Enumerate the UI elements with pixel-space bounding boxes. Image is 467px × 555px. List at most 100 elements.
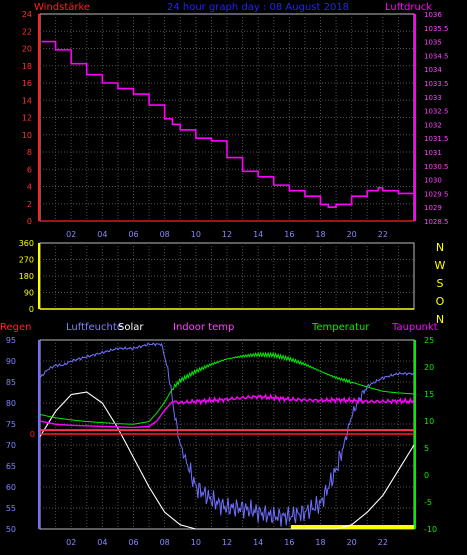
pressure-tick-label: 1032 <box>424 121 442 129</box>
pressure-tick-label: 1032.5 <box>424 108 449 116</box>
temperature-tick-label: 10 <box>424 417 434 426</box>
solar-series-line <box>39 391 415 530</box>
humidity-series-line <box>39 342 415 527</box>
chart-labels: 0246810121416182022241028.510291029.5103… <box>0 2 449 547</box>
chart-marks <box>39 40 415 530</box>
direction-tick-label: 0 <box>29 305 34 314</box>
wind-tick-label: 2 <box>27 200 32 209</box>
pressure-tick-label: 1035.5 <box>424 25 449 33</box>
wind-tick-label: 10 <box>22 131 32 140</box>
legend-item: Taupunkt <box>391 322 438 333</box>
humidity-tick-label: 50 <box>6 525 16 534</box>
x-tick-label: 08 <box>160 230 170 239</box>
x-tick-label: 06 <box>128 538 138 547</box>
temperature-tick-label: 20 <box>424 363 434 372</box>
humidity-tick-label: 95 <box>6 336 16 345</box>
wind-tick-label: 16 <box>22 79 32 88</box>
x-tick-label: 18 <box>315 538 325 547</box>
pressure-tick-label: 1028.5 <box>424 218 449 226</box>
x-tick-label: 20 <box>347 230 357 239</box>
direction-letter: O <box>436 295 445 308</box>
pressure-tick-label: 1033 <box>424 94 442 102</box>
direction-tick-label: 180 <box>19 272 34 281</box>
direction-letter: S <box>437 277 444 290</box>
x-tick-label: 08 <box>160 538 170 547</box>
graph-title: 24 hour graph day : 08 August 2018 <box>167 2 349 13</box>
x-tick-label: 04 <box>97 230 107 239</box>
pressure-chart-grid <box>38 13 416 222</box>
temperature-tick-label: -5 <box>424 498 432 507</box>
x-tick-label: 22 <box>378 230 388 239</box>
wind-tick-label: 6 <box>27 165 32 174</box>
x-tick-label: 20 <box>347 538 357 547</box>
x-tick-label: 02 <box>66 230 76 239</box>
temperature-tick-label: 5 <box>424 444 429 453</box>
wind-tick-label: 20 <box>22 45 32 54</box>
humidity-tick-label: 90 <box>6 357 16 366</box>
pressure-tick-label: 1029.5 <box>424 190 449 198</box>
pressure-tick-label: 1034.5 <box>424 52 449 60</box>
x-tick-label: 10 <box>191 230 201 239</box>
temperature-tick-label: 0 <box>424 471 429 480</box>
wind-tick-label: 12 <box>22 114 32 123</box>
wind-tick-label: 4 <box>27 183 32 192</box>
pressure-tick-label: 1030.5 <box>424 163 449 171</box>
pressure-tick-label: 1034 <box>424 66 442 74</box>
x-tick-label: 10 <box>191 538 201 547</box>
x-tick-label: 18 <box>315 230 325 239</box>
humidity-tick-label: 75 <box>6 420 16 429</box>
humidity-tick-label: 65 <box>6 462 16 471</box>
pressure-tick-label: 1035 <box>424 39 442 47</box>
legend-item: Regen <box>0 322 32 333</box>
wind-tick-label: 24 <box>22 10 32 19</box>
pressure-tick-label: 1031.5 <box>424 135 449 143</box>
pressure-tick-label: 1029 <box>424 204 442 212</box>
sun-indicator-bar <box>290 525 414 529</box>
legend-item: Indoor temp <box>173 322 234 333</box>
direction-tick-label: 90 <box>24 289 34 298</box>
temperature-series-line <box>39 351 415 425</box>
temperature-tick-label: 15 <box>424 390 434 399</box>
direction-letter: N <box>436 313 444 326</box>
humidity-tick-label: 60 <box>6 483 16 492</box>
x-tick-label: 12 <box>222 538 232 547</box>
pressure-tick-label: 1031 <box>424 149 442 157</box>
legend-item: Temperatur <box>311 322 370 333</box>
x-tick-label: 16 <box>284 538 294 547</box>
direction-tick-label: 270 <box>19 256 34 265</box>
x-tick-label: 14 <box>253 230 263 239</box>
direction-chart-grid <box>38 242 415 310</box>
humidity-tick-label: 85 <box>6 378 16 387</box>
legend-item: Solar <box>118 322 144 333</box>
direction-tick-label: 360 <box>19 239 34 248</box>
x-tick-label: 04 <box>97 538 107 547</box>
humidity-tick-label: 70 <box>6 441 16 450</box>
wind-tick-label: 14 <box>22 96 32 105</box>
wind-tick-label: 18 <box>22 62 32 71</box>
wind-tick-label: 0 <box>27 217 32 226</box>
direction-letter: N <box>436 241 444 254</box>
pressure-series-line <box>41 40 415 208</box>
legend-item: Luftfeuchte <box>66 322 123 333</box>
wind-axis-label: Windstärke <box>34 2 90 13</box>
x-tick-label: 06 <box>128 230 138 239</box>
x-tick-label: 02 <box>66 538 76 547</box>
dewpoint-series-line <box>39 393 415 429</box>
x-tick-label: 22 <box>378 538 388 547</box>
rain-tick-label: 0 <box>30 430 35 439</box>
pressure-axis-label: Luftdruck <box>385 2 432 13</box>
wind-tick-label: 8 <box>27 148 32 157</box>
humidity-tick-label: 55 <box>6 504 16 513</box>
pressure-tick-label: 1030 <box>424 177 442 185</box>
x-tick-label: 14 <box>253 538 263 547</box>
temperature-tick-label: 25 <box>424 336 434 345</box>
x-tick-label: 12 <box>222 230 232 239</box>
direction-letter: W <box>435 259 446 272</box>
wind-tick-label: 22 <box>22 27 32 36</box>
temperature-tick-label: -10 <box>424 525 437 534</box>
humidity-tick-label: 80 <box>6 399 16 408</box>
pressure-tick-label: 1036 <box>424 11 442 19</box>
x-tick-label: 16 <box>284 230 294 239</box>
pressure-tick-label: 1033.5 <box>424 80 449 88</box>
